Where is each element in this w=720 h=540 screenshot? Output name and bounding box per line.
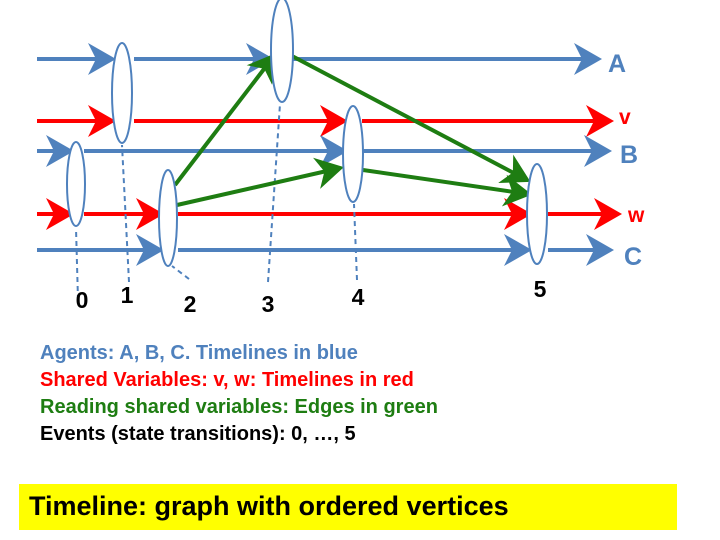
summary-banner: Timeline: graph with ordered vertices: [19, 484, 677, 530]
event-label-4: 4: [352, 284, 365, 310]
timeline-label-A: A: [608, 50, 626, 78]
read-edge-2-to-4: [176, 157, 344, 207]
legend-agents: Agents: A, B, C. Timelines in blue: [40, 342, 358, 364]
legend-events: Events (state transitions): 0, …, 5: [40, 423, 356, 445]
event-3-vertex: [270, 0, 294, 103]
timeline-label-B: B: [620, 141, 638, 169]
legend-shared-variables: Shared Variables: v, w: Timelines in red: [40, 369, 414, 391]
legend-read-edges: Reading shared variables: Edges in green: [40, 396, 438, 418]
event-5-vertex: [526, 163, 548, 265]
event-1-pointer: [121, 144, 130, 283]
timeline-label-v: v: [619, 106, 631, 129]
event-3-pointer: [267, 103, 281, 283]
event-label-3: 3: [262, 291, 275, 317]
timeline-label-C: C: [624, 243, 642, 271]
event-2-vertex: [158, 169, 178, 267]
event-0-pointer: [75, 227, 79, 301]
event-1-vertex: [111, 42, 133, 144]
event-2-pointer: [171, 265, 190, 280]
event-4-pointer: [353, 203, 358, 281]
event-0-vertex: [66, 141, 86, 227]
event-label-1: 1: [121, 282, 134, 308]
legend: Agents: A, B, C. Timelines in blue Share…: [40, 340, 438, 448]
read-edge-3-to-5: [291, 54, 531, 183]
read-edge-4-to-5: [362, 168, 532, 207]
timeline-label-w: w: [627, 204, 645, 227]
event-4-vertex: [342, 105, 364, 203]
event-label-2: 2: [184, 291, 197, 317]
read-edge-2-to-3: [173, 52, 277, 187]
event-label-0: 0: [76, 287, 89, 313]
event-label-5: 5: [534, 276, 547, 302]
banner-text: Timeline: graph with ordered vertices: [29, 491, 509, 521]
